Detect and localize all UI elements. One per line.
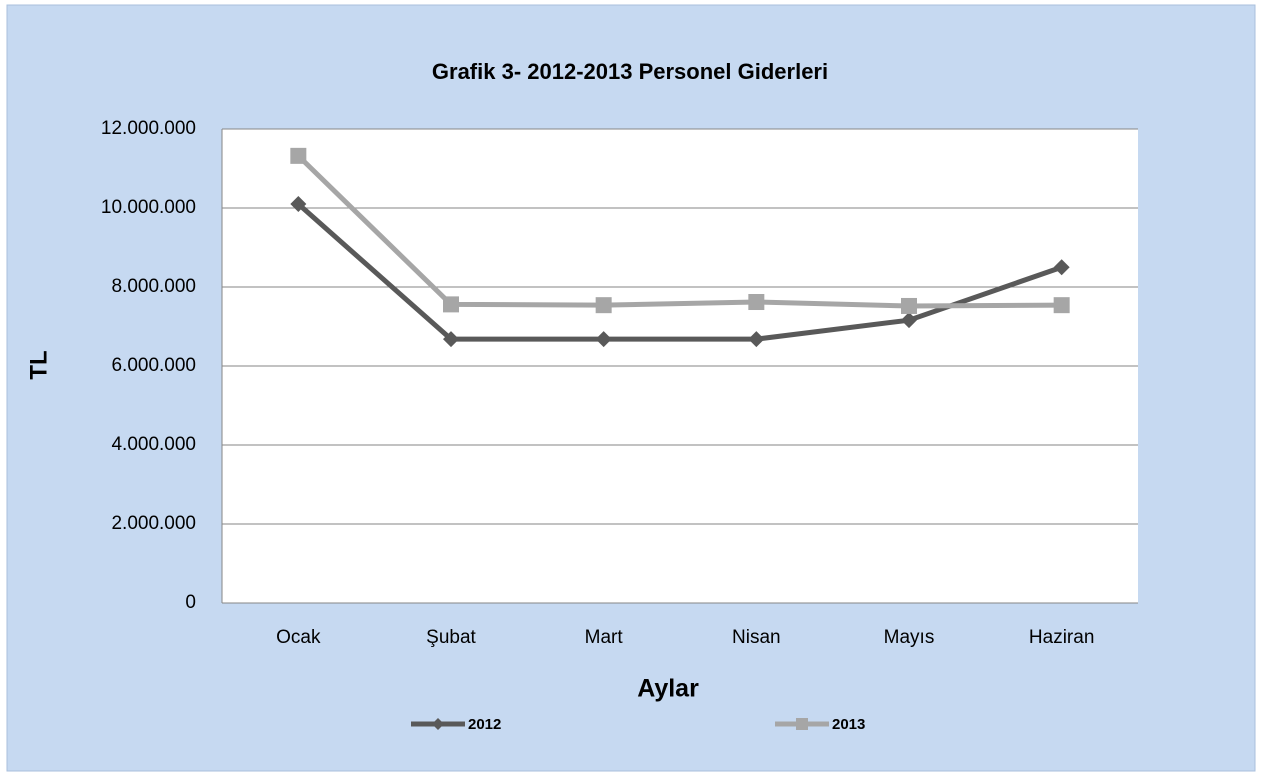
legend-marker bbox=[432, 718, 444, 730]
data-point bbox=[290, 196, 307, 213]
y-tick-label: 8.000.000 bbox=[111, 276, 196, 297]
data-point bbox=[1053, 259, 1070, 276]
y-tick-label: 4.000.000 bbox=[111, 434, 196, 455]
x-tick-label: Haziran bbox=[1029, 627, 1094, 648]
legend-label: 2013 bbox=[832, 716, 865, 733]
x-tick-label: Mayıs bbox=[884, 627, 935, 648]
data-point bbox=[901, 297, 917, 314]
data-point bbox=[595, 297, 612, 314]
data-point bbox=[443, 296, 459, 313]
data-point bbox=[901, 312, 917, 329]
data-point bbox=[748, 331, 765, 348]
line-series bbox=[296, 202, 1063, 342]
y-tick-label: 2.000.000 bbox=[111, 513, 196, 534]
data-point bbox=[443, 331, 459, 348]
legend-marker bbox=[796, 718, 808, 730]
y-tick-label: 10.000.000 bbox=[101, 197, 196, 218]
data-point bbox=[748, 294, 765, 311]
data-point bbox=[290, 147, 307, 164]
data-point bbox=[595, 331, 612, 348]
y-tick-label: 6.000.000 bbox=[111, 355, 196, 376]
y-axis-label: TL bbox=[25, 350, 52, 379]
legend-label: 2012 bbox=[468, 716, 501, 733]
line-series bbox=[296, 154, 1062, 309]
chart-title: Grafik 3- 2012-2013 Personel Giderleri bbox=[432, 59, 828, 84]
x-tick-label: Nisan bbox=[732, 627, 781, 648]
data-point bbox=[1053, 297, 1070, 314]
y-tick-label: 0 bbox=[185, 592, 196, 613]
y-tick-label: 12.000.000 bbox=[101, 118, 196, 139]
x-axis-label: Aylar bbox=[637, 675, 699, 703]
x-tick-label: Şubat bbox=[426, 627, 476, 648]
x-tick-label: Mart bbox=[585, 627, 624, 648]
x-tick-label: Ocak bbox=[276, 627, 321, 648]
